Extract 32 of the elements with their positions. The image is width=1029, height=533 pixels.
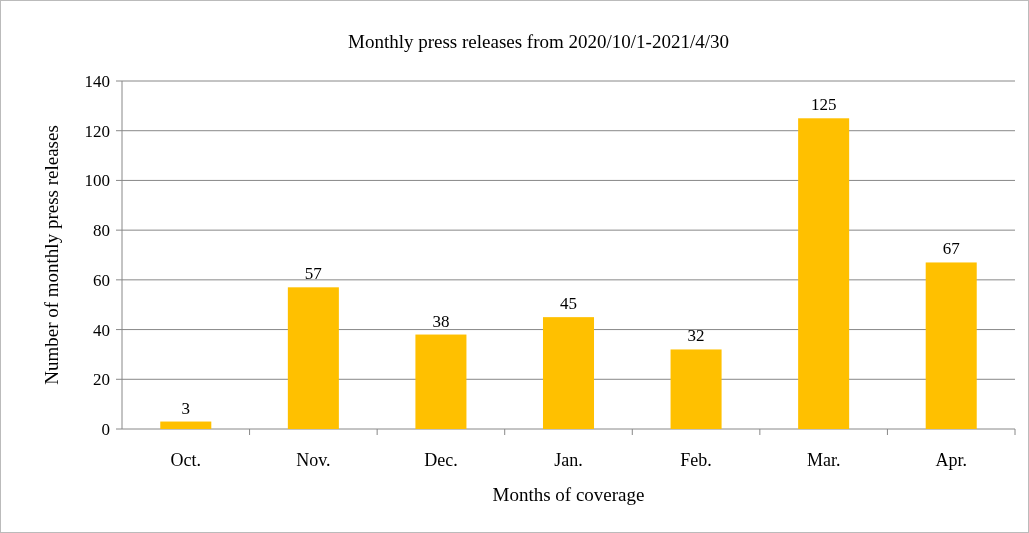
data-label: 57 [304, 264, 323, 284]
data-label: 67 [942, 239, 961, 259]
y-tick-label: 140 [84, 71, 110, 91]
x-tick-label: Oct. [170, 450, 202, 470]
x-axis-title: Months of coverage [492, 484, 645, 505]
y-tick-label: 100 [84, 171, 110, 191]
data-label: 38 [432, 311, 450, 331]
x-tick-label: Feb. [680, 450, 712, 470]
bar [798, 118, 850, 429]
bar [160, 421, 212, 429]
y-axis-title: Number of monthly press releases [41, 125, 62, 385]
bar [542, 317, 595, 429]
x-tick-label: Mar. [806, 450, 841, 470]
y-tick-label: 20 [93, 370, 110, 390]
chart-title: Monthly press releases from 2020/10/1-2021/4/30 [347, 31, 730, 52]
x-tick-label: Nov. [296, 450, 331, 470]
bar [670, 349, 722, 429]
data-label: 3 [181, 398, 191, 418]
bar [925, 262, 977, 429]
bar [415, 334, 467, 429]
x-tick-label: Jan. [554, 450, 583, 470]
y-tick-label: 40 [93, 320, 110, 340]
data-label: 125 [810, 95, 837, 115]
bar [287, 287, 339, 429]
data-label: 32 [687, 326, 705, 346]
y-tick-label: 80 [93, 221, 110, 241]
data-label: 45 [560, 294, 577, 314]
y-tick-label: 0 [101, 419, 110, 439]
x-tick-label: Apr. [935, 450, 967, 470]
y-tick-label: 60 [93, 270, 110, 290]
y-tick-label: 120 [84, 121, 110, 141]
x-tick-label: Dec. [424, 450, 458, 470]
